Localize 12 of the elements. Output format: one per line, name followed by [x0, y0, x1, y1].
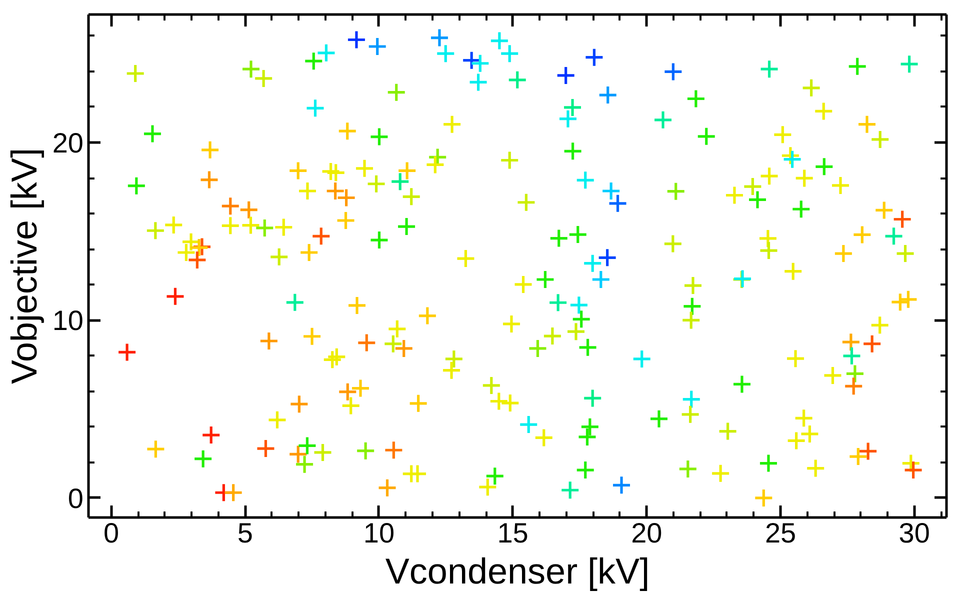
x-tick-label: 0 — [103, 518, 120, 548]
y-tick-label: 20 — [52, 127, 84, 158]
x-tick-label: 15 — [497, 518, 528, 548]
y-tick-label: 0 — [68, 482, 84, 514]
x-tick-label: 25 — [764, 518, 796, 548]
x-tick-label: 30 — [898, 518, 930, 548]
x-tick-label: 5 — [237, 518, 253, 548]
x-tick-label: 20 — [631, 518, 662, 548]
y-tick-label: 10 — [52, 305, 84, 336]
y-axis-title: Vobjective [kV] — [3, 148, 44, 384]
x-axis-title: Vcondenser [kV] — [385, 550, 650, 592]
x-tick-label: 10 — [363, 518, 395, 548]
